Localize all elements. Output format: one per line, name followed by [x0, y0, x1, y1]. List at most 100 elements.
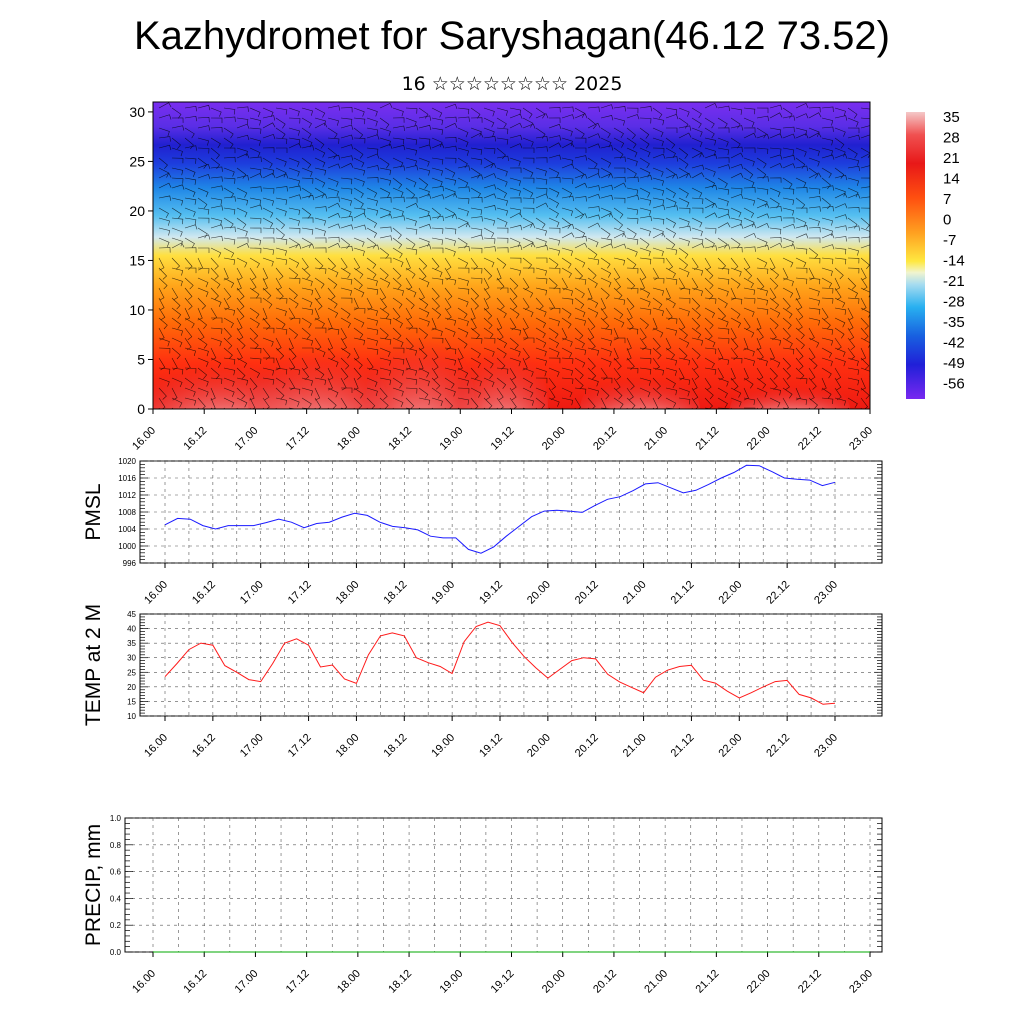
wind-barb: [184, 347, 196, 356]
wind-barb: [470, 147, 483, 155]
wind-barb: [301, 187, 312, 199]
wind-barb: [366, 217, 378, 228]
wind-barb: [756, 367, 764, 381]
wind-barb: [236, 317, 243, 331]
y-tick-label: 0.8: [110, 841, 122, 850]
wind-barb: [691, 127, 703, 137]
wind-barb: [613, 117, 625, 126]
wind-barb: [847, 187, 859, 198]
wind-barb: [717, 257, 727, 270]
wind-barb: [691, 207, 704, 214]
wind-barb: [652, 347, 662, 360]
wind-barb: [431, 215, 444, 222]
wind-barb: [288, 227, 301, 234]
wind-barb: [834, 214, 848, 220]
wind-barb: [184, 307, 191, 321]
wind-barb: [236, 297, 245, 310]
x-tick-label: 16.00: [142, 732, 170, 760]
wind-barb: [353, 367, 362, 380]
wind-barb: [717, 317, 729, 327]
wind-barb: [613, 127, 624, 139]
wind-barb: [704, 307, 716, 318]
wind-barb: [561, 157, 574, 166]
wind-barb: [535, 245, 549, 251]
y-tick-label: 1016: [118, 474, 136, 483]
wind-barb: [509, 337, 519, 350]
wind-barb: [535, 202, 549, 209]
wind-barb: [847, 157, 860, 166]
wind-barb: [353, 327, 364, 339]
wind-barb: [431, 237, 444, 245]
wind-barb: [236, 257, 248, 268]
wind-barb: [249, 147, 261, 158]
wind-barb: [665, 347, 676, 359]
wind-barb: [860, 327, 869, 340]
wind-barb: [665, 205, 679, 211]
wind-barb: [158, 317, 168, 330]
wind-barb: [600, 127, 611, 139]
wind-barb: [366, 367, 379, 376]
wind-barb: [496, 407, 499, 409]
x-tick-label: 19.00: [429, 732, 457, 760]
x-tick-label: 23.00: [847, 968, 875, 996]
wind-barb: [496, 155, 509, 162]
wind-barb: [639, 287, 651, 298]
wind-barb: [847, 225, 861, 231]
wind-barb: [691, 172, 705, 179]
wind-barb: [821, 387, 832, 399]
wind-barb: [847, 387, 859, 396]
y-tick-label: 1020: [118, 457, 136, 466]
wind-barb: [665, 107, 678, 115]
wind-barb: [665, 187, 676, 198]
wind-barb: [626, 247, 638, 257]
x-tick-label: 19.00: [437, 425, 465, 453]
wind-barb: [470, 127, 482, 137]
wind-barb: [652, 227, 664, 237]
y-tick-label: 1004: [118, 525, 136, 534]
wind-barb: [431, 107, 443, 118]
wind-barb: [847, 277, 857, 290]
wind-barb: [301, 267, 311, 280]
wind-barb: [379, 327, 389, 340]
wind-barb: [327, 177, 339, 187]
x-tick-label: 20.12: [573, 579, 601, 607]
wind-barb: [626, 357, 635, 370]
wind-barb: [574, 317, 586, 326]
warm-cell: [248, 334, 388, 409]
precip-panel: 0.00.20.40.60.81.016.00 16.12 17.00 17.12 18…: [82, 814, 883, 996]
y-axis-label: PMSL: [82, 483, 105, 540]
wind-barb: [548, 207, 559, 219]
wind-barb: [444, 187, 456, 197]
wind-barb: [405, 287, 417, 298]
wind-barb: [730, 163, 744, 170]
wind-barb: [392, 367, 405, 376]
x-tick-label: 16.12: [190, 732, 218, 760]
wind-barb: [782, 257, 794, 268]
wind-barb: [691, 137, 703, 148]
wind-barb: [652, 147, 665, 154]
wind-barb: [600, 377, 613, 384]
wind-barb: [626, 337, 632, 351]
wind-barb: [744, 407, 756, 409]
wind-barb: [431, 127, 444, 135]
wind-barb: [158, 277, 168, 290]
x-tick-label: 21.00: [621, 579, 649, 607]
wind-barb: [301, 107, 313, 116]
y-tick-label: 5: [137, 351, 145, 367]
wind-barb: [665, 114, 679, 120]
wind-barb: [392, 125, 405, 131]
wind-barb: [743, 397, 756, 405]
wind-barb: [769, 127, 782, 135]
wind-barb: [444, 347, 457, 355]
wind-barb: [431, 327, 443, 337]
wind-barb: [639, 247, 651, 257]
wind-barb: [483, 357, 494, 369]
wind-barb: [483, 397, 493, 409]
wind-barb: [639, 377, 651, 386]
wind-barb: [184, 387, 196, 397]
wind-barb: [301, 377, 313, 386]
wind-barb: [431, 317, 437, 331]
wind-barb: [366, 347, 379, 355]
wind-barb: [743, 207, 755, 218]
wind-barb: [288, 127, 300, 136]
